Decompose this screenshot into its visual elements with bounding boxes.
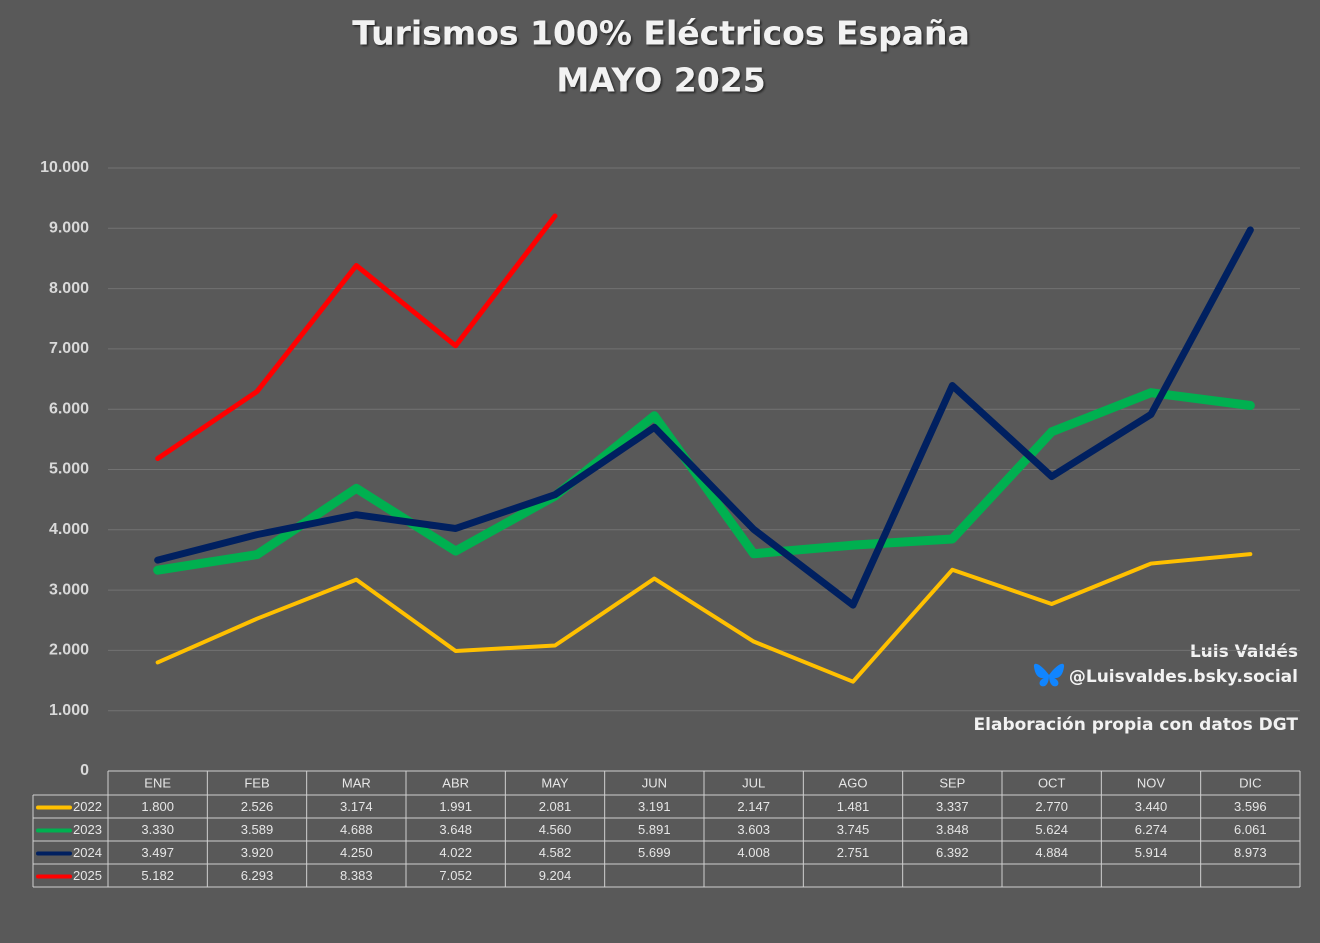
- table-value: 2.751: [837, 845, 870, 860]
- legend-label: 2022: [73, 799, 102, 814]
- table-value: 6.392: [936, 845, 969, 860]
- legend-label: 2025: [73, 868, 102, 883]
- table-value: 4.560: [539, 822, 572, 837]
- table-value: 7.052: [439, 868, 472, 883]
- series-line: [155, 552, 1253, 684]
- y-tick-label: 4.000: [49, 521, 89, 538]
- table-value: 3.440: [1135, 799, 1168, 814]
- table-value: 5.891: [638, 822, 671, 837]
- table-value: 4.582: [539, 845, 572, 860]
- x-tick-label: AGO: [839, 775, 868, 790]
- x-tick-label: OCT: [1038, 775, 1066, 790]
- source-note: Elaboración propia con datos DGT: [974, 715, 1299, 735]
- table-value: 3.589: [241, 822, 274, 837]
- author: Luis Valdés: [1190, 642, 1298, 662]
- table-value: 9.204: [539, 868, 572, 883]
- table-value: 3.848: [936, 822, 969, 837]
- table-value: 3.745: [837, 822, 870, 837]
- table-value: 2.147: [737, 799, 770, 814]
- table-value: 6.274: [1135, 822, 1168, 837]
- y-tick-label: 6.000: [49, 400, 89, 417]
- handle: @Luisvaldes.bsky.social: [1069, 667, 1298, 687]
- series-line: [155, 213, 558, 462]
- table-value: 8.383: [340, 868, 373, 883]
- table-value: 3.648: [439, 822, 472, 837]
- x-tick-label: ENE: [144, 775, 171, 790]
- table-value: 3.330: [141, 822, 174, 837]
- table-value: 6.293: [241, 868, 274, 883]
- y-tick-label: 2.000: [49, 642, 89, 659]
- table-value: 8.973: [1234, 845, 1267, 860]
- x-tick-label: JUN: [642, 775, 667, 790]
- y-tick-label: 8.000: [49, 280, 89, 297]
- table-value: 5.914: [1135, 845, 1168, 860]
- y-tick-label: 3.000: [49, 581, 89, 598]
- table-value: 5.699: [638, 845, 671, 860]
- x-tick-label: FEB: [244, 775, 269, 790]
- table-value: 4.884: [1035, 845, 1068, 860]
- table-value: 1.800: [141, 799, 174, 814]
- x-tick-label: SEP: [939, 775, 965, 790]
- x-tick-label: JUL: [742, 775, 765, 790]
- table-value: 4.022: [439, 845, 472, 860]
- x-tick-label: MAR: [342, 775, 371, 790]
- table-value: 6.061: [1234, 822, 1267, 837]
- table-value: 1.991: [439, 799, 472, 814]
- y-tick-label: 0: [80, 762, 89, 779]
- y-tick-label: 10.000: [40, 159, 89, 176]
- series-line: [154, 226, 1254, 609]
- x-tick-label: NOV: [1137, 775, 1166, 790]
- table-value: 4.008: [737, 845, 770, 860]
- legend-label: 2024: [73, 845, 102, 860]
- table-value: 3.497: [141, 845, 174, 860]
- table-value: 3.596: [1234, 799, 1267, 814]
- chart-subtitle: MAYO 2025: [556, 61, 765, 100]
- y-tick-label: 1.000: [49, 702, 89, 719]
- table-value: 5.182: [141, 868, 174, 883]
- x-tick-label: ABR: [442, 775, 469, 790]
- y-tick-label: 5.000: [49, 461, 89, 478]
- butterfly-icon: [1033, 663, 1065, 687]
- table-value: 5.624: [1035, 822, 1068, 837]
- chart-title: Turismos 100% Eléctricos España: [352, 14, 970, 53]
- y-tick-label: 9.000: [49, 220, 89, 237]
- table-value: 2.081: [539, 799, 572, 814]
- table-value: 3.174: [340, 799, 373, 814]
- table-value: 3.337: [936, 799, 969, 814]
- table-value: 4.688: [340, 822, 373, 837]
- legend-label: 2023: [73, 822, 102, 837]
- table-value: 3.191: [638, 799, 671, 814]
- x-tick-label: MAY: [541, 775, 569, 790]
- table-value: 2.526: [241, 799, 274, 814]
- y-tick-label: 7.000: [49, 340, 89, 357]
- x-tick-label: DIC: [1239, 775, 1261, 790]
- table-value: 1.481: [837, 799, 870, 814]
- table-value: 3.603: [737, 822, 770, 837]
- table-value: 4.250: [340, 845, 373, 860]
- table-value: 3.920: [241, 845, 274, 860]
- table-value: 2.770: [1035, 799, 1068, 814]
- series-line: [153, 388, 1255, 575]
